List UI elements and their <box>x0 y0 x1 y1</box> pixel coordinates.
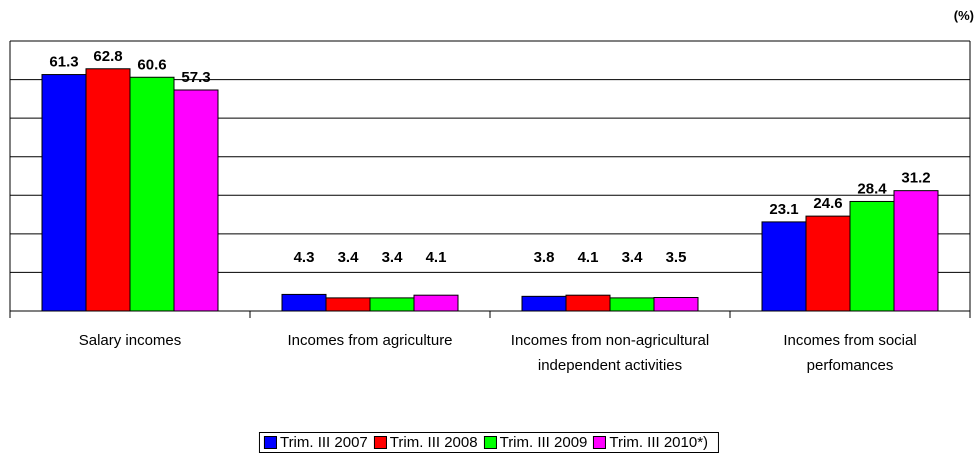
value-label: 4.1 <box>426 249 447 266</box>
bar <box>761 221 807 312</box>
legend-item: Trim. III 2007 <box>263 434 368 451</box>
bar <box>41 74 87 312</box>
legend-swatch <box>263 436 277 449</box>
value-label: 57.3 <box>181 69 210 86</box>
x-tick-label: Salary incomes <box>78 332 182 349</box>
x-tick-label: Incomes from social perfomances <box>783 332 917 374</box>
value-label: 3.4 <box>622 249 644 266</box>
bar <box>413 294 459 312</box>
bar <box>325 297 371 312</box>
value-label: 4.3 <box>294 249 315 266</box>
value-label: 28.4 <box>857 180 887 197</box>
legend-item: Trim. III 2009 <box>483 434 588 451</box>
bar <box>85 68 131 312</box>
value-label: 3.5 <box>666 249 687 266</box>
bar <box>565 294 611 312</box>
bar <box>129 76 175 312</box>
legend-swatch <box>593 436 607 449</box>
bar <box>653 297 699 312</box>
bar <box>521 295 567 312</box>
value-label: 31.2 <box>901 170 930 187</box>
legend-label: Trim. III 2009 <box>499 434 588 451</box>
value-label: 3.8 <box>534 249 555 266</box>
value-label: 61.3 <box>49 54 78 71</box>
legend-label: Trim. III 2008 <box>389 434 478 451</box>
value-label: 60.6 <box>137 56 166 73</box>
legend-swatch <box>483 436 497 449</box>
legend-item: Trim. III 2008 <box>373 434 478 451</box>
value-label: 24.6 <box>813 195 842 212</box>
legend-label: Trim. III 2007 <box>279 434 368 451</box>
bar <box>893 190 939 312</box>
bar <box>609 297 655 312</box>
value-label: 62.8 <box>93 48 122 65</box>
value-label: 23.1 <box>769 201 798 218</box>
legend-swatch <box>373 436 387 449</box>
bar <box>281 293 327 312</box>
bar <box>369 297 415 312</box>
x-tick-label: Incomes from non-agricultural independen… <box>510 332 710 374</box>
unit-label: (%) <box>954 8 974 23</box>
bar <box>173 89 219 312</box>
legend-label: Trim. III 2010*) <box>609 434 709 451</box>
bar <box>849 200 895 312</box>
value-label: 3.4 <box>382 249 404 266</box>
value-label: 4.1 <box>578 249 599 266</box>
bar <box>805 215 851 312</box>
legend-item: Trim. III 2010*) <box>593 434 708 451</box>
x-tick-label: Incomes from agriculture <box>287 332 453 349</box>
value-label: 3.4 <box>338 249 360 266</box>
legend: Trim. III 2007 Trim. III 2008 Trim. III 20… <box>258 432 720 453</box>
